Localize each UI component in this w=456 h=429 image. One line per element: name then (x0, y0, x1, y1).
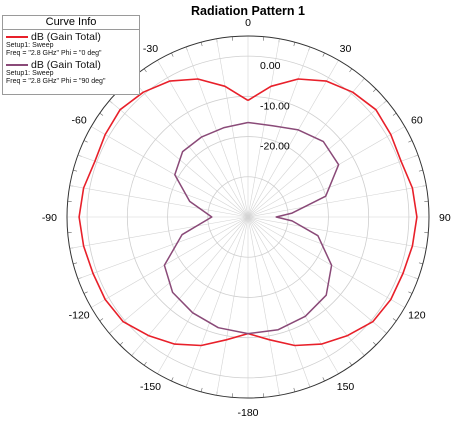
minor-tick (294, 42, 295, 46)
minor-tick (419, 263, 423, 264)
angle-tick-label: -60 (72, 115, 87, 127)
minor-tick (73, 170, 77, 171)
legend-setup-text: Setup1: Sweep (6, 42, 136, 50)
minor-tick (350, 362, 352, 365)
angle-tick-label: -90 (42, 212, 57, 224)
minor-tick (84, 292, 88, 294)
angle-tick-label: -180 (237, 407, 258, 419)
legend: Curve Info dB (Gain Total) Setup1: Sweep… (2, 15, 140, 95)
minor-tick (100, 113, 103, 115)
angle-tick-label: 30 (340, 43, 352, 55)
legend-entry-phi-0: dB (Gain Total) Setup1: Sweep Freq = "2.… (3, 30, 139, 58)
minor-tick (294, 388, 295, 392)
legend-freq-text: Freq = "2.8 GHz" Phi = "90 deg" (6, 78, 136, 86)
minor-tick (100, 319, 103, 321)
legend-swatch (6, 64, 28, 66)
minor-tick (144, 362, 146, 365)
minor-tick (172, 53, 174, 57)
minor-tick (373, 89, 376, 92)
minor-tick (323, 53, 325, 57)
angle-tick-label: -120 (69, 310, 90, 322)
minor-tick (144, 69, 146, 72)
minor-tick (323, 377, 325, 381)
radial-tick-label: -10.00 (260, 100, 290, 112)
minor-tick (73, 263, 77, 264)
minor-tick (350, 69, 352, 72)
minor-tick (393, 113, 396, 115)
minor-tick (84, 141, 88, 143)
angle-tick-label: 0 (245, 17, 251, 29)
legend-freq-text: Freq = "2.8 GHz" Phi = "0 deg" (6, 50, 136, 58)
angle-tick-label: -150 (140, 381, 161, 393)
legend-series-name: dB (Gain Total) (31, 31, 101, 43)
minor-tick (373, 342, 376, 345)
angle-tick-label: -30 (143, 43, 158, 55)
radial-tick-label: 0.00 (260, 60, 281, 72)
minor-tick (408, 292, 412, 294)
legend-title: Curve Info (3, 16, 139, 30)
minor-tick (201, 388, 202, 392)
series-line-1 (164, 123, 338, 334)
legend-swatch (6, 36, 28, 38)
minor-tick (172, 377, 174, 381)
minor-tick (201, 42, 202, 46)
legend-entry-phi-90: dB (Gain Total) Setup1: Sweep Freq = "2.… (3, 58, 139, 86)
angle-tick-label: 150 (337, 381, 355, 393)
angle-tick-label: 120 (408, 310, 426, 322)
angle-tick-label: 60 (411, 115, 423, 127)
legend-series-name: dB (Gain Total) (31, 59, 101, 71)
angle-tick-label: 90 (439, 212, 451, 224)
legend-setup-text: Setup1: Sweep (6, 70, 136, 78)
minor-tick (120, 342, 123, 345)
minor-tick (408, 141, 412, 143)
minor-tick (393, 319, 396, 321)
minor-tick (419, 170, 423, 171)
radial-tick-label: -20.00 (260, 141, 290, 153)
chart-title: Radiation Pattern 1 (191, 4, 305, 18)
